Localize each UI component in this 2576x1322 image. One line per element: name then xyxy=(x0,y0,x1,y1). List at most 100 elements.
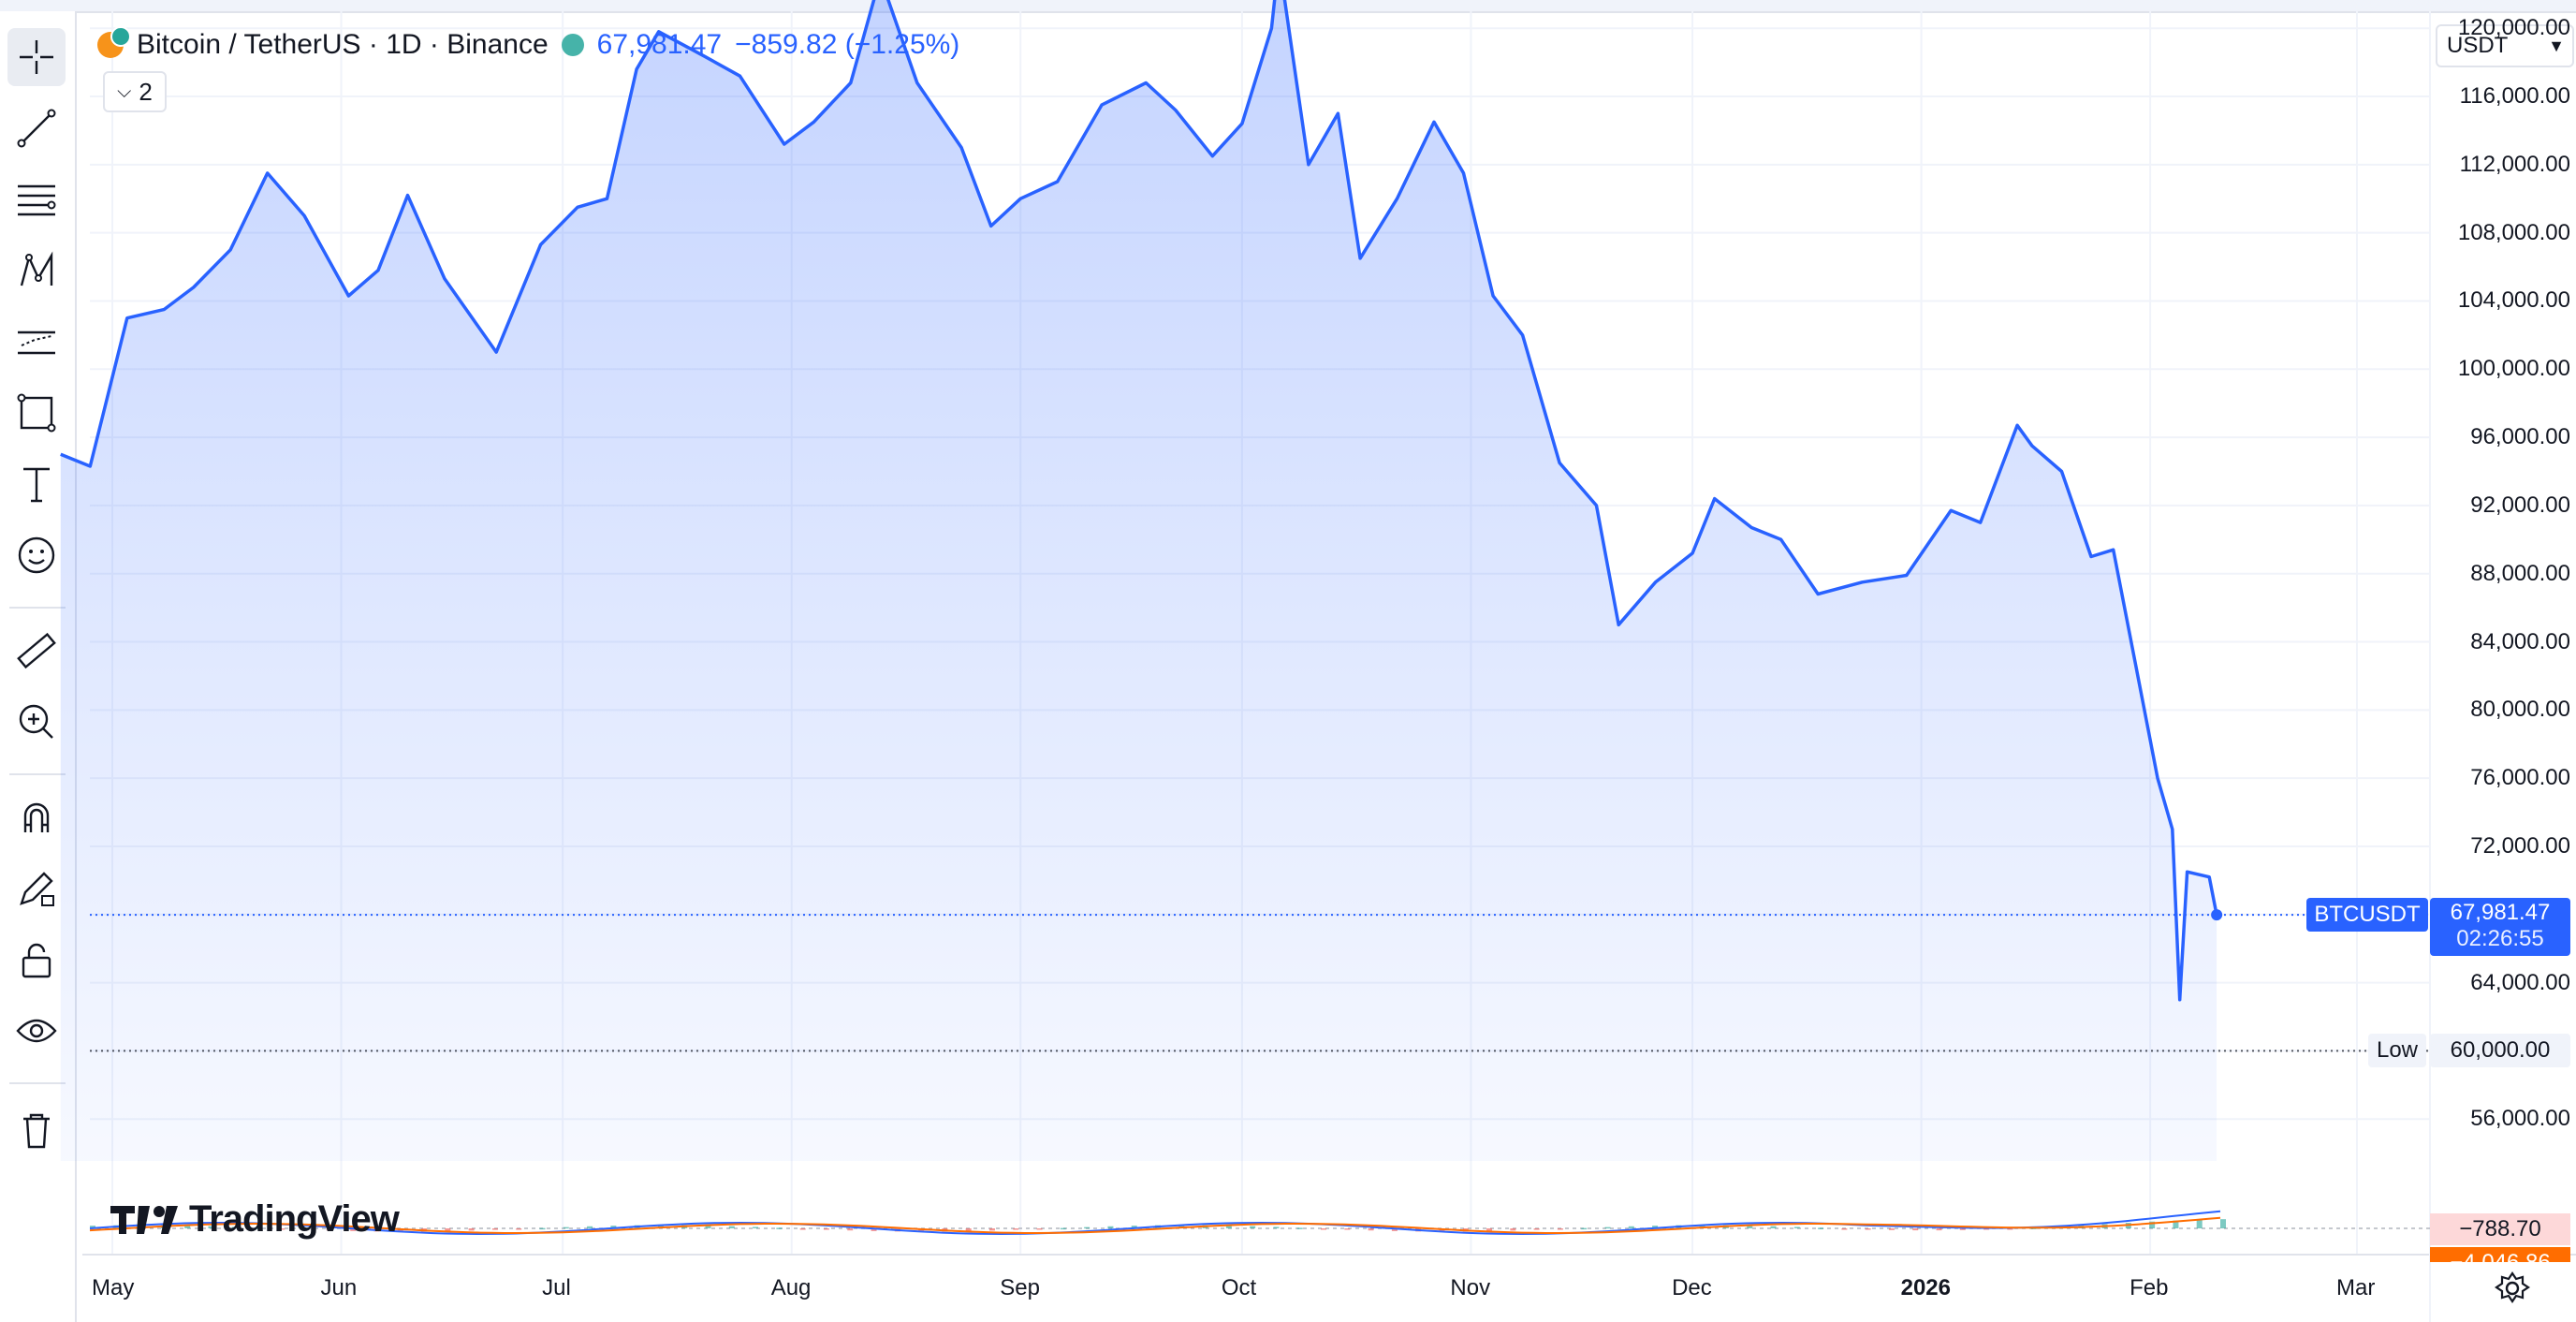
macd-histogram-bar xyxy=(1036,1228,1043,1230)
macd-histogram-bar xyxy=(871,1228,877,1231)
macd-histogram-bar xyxy=(1368,1228,1374,1231)
macd-histogram-bar xyxy=(302,1228,309,1230)
macd-histogram-bar xyxy=(1084,1227,1090,1229)
macd-line xyxy=(89,1210,2221,1236)
macd-histogram-bar xyxy=(1888,1228,1895,1230)
price-area xyxy=(60,0,2217,1161)
macd-histogram-bar xyxy=(1344,1228,1351,1230)
watermark-text: TradingView xyxy=(189,1198,400,1240)
macd-histogram-bar xyxy=(1296,1227,1303,1229)
price-axis-label: 104,000.00 xyxy=(2457,287,2570,314)
magnet-icon[interactable] xyxy=(7,788,66,846)
time-axis-label: Mar xyxy=(2336,1275,2376,1300)
macd-histogram-bar xyxy=(1652,1226,1659,1228)
price-axis-label: 96,000.00 xyxy=(2470,424,2570,450)
tradingview-logo-icon xyxy=(110,1205,178,1234)
trash-icon[interactable] xyxy=(7,1101,66,1159)
macd-histogram-bar xyxy=(776,1227,783,1229)
price-axis-label: 112,000.00 xyxy=(2459,151,2570,177)
macd-histogram-bar xyxy=(516,1228,522,1230)
price-axis-label: 92,000.00 xyxy=(2470,492,2570,518)
tradingview-watermark[interactable]: TradingView xyxy=(110,1198,400,1241)
low-price: 60,000.00 xyxy=(2430,1034,2570,1068)
price-axis-label: 72,000.00 xyxy=(2470,832,2570,859)
macd-pane xyxy=(89,1210,2430,1236)
time-axis-label: Jul xyxy=(542,1275,571,1300)
symbol-tag: BTCUSDT xyxy=(2306,898,2428,933)
macd-histogram-bar xyxy=(2196,1219,2203,1228)
macd-histogram-bar xyxy=(705,1225,711,1228)
macd-histogram-bar xyxy=(1604,1227,1611,1229)
macd-histogram-bar xyxy=(256,1227,262,1229)
time-axis-label: Sep xyxy=(1000,1275,1040,1300)
last-price-tag: 67,981.47 02:26:55 xyxy=(2430,898,2570,957)
macd-histogram-bar xyxy=(988,1228,995,1231)
forecast-icon[interactable] xyxy=(7,313,66,371)
pattern-icon[interactable] xyxy=(7,242,66,300)
macd-histogram-bar xyxy=(279,1228,285,1230)
price-axis-label: 64,000.00 xyxy=(2470,969,2570,995)
time-axis-label: Dec xyxy=(1672,1275,1712,1300)
macd-histogram-bar xyxy=(2149,1221,2156,1228)
time-axis-label: Feb xyxy=(2130,1275,2169,1300)
emoji-icon[interactable] xyxy=(7,526,66,584)
macd-value-1: −788.70 xyxy=(2430,1213,2570,1245)
macd-histogram-bar xyxy=(350,1228,357,1231)
shapes-icon[interactable] xyxy=(7,384,66,442)
symbol-legend[interactable]: Bitcoin / TetherUS · 1D · Binance 67,981… xyxy=(97,24,959,66)
lock-icon[interactable] xyxy=(7,931,66,989)
macd-histogram-bar xyxy=(1131,1226,1137,1228)
macd-histogram-bar xyxy=(468,1228,475,1231)
macd-histogram-bar xyxy=(90,1226,95,1228)
macd-histogram-bar xyxy=(445,1228,451,1232)
currency-select[interactable]: USDT ▼ xyxy=(2436,24,2574,67)
macd-histogram-bar xyxy=(753,1227,759,1228)
macd-histogram-bar xyxy=(1060,1227,1066,1230)
macd-histogram-bar xyxy=(610,1226,617,1228)
zoom-icon[interactable] xyxy=(7,693,66,751)
chevron-down-icon: ▼ xyxy=(2548,36,2565,55)
chevron-down-icon: ⌵ xyxy=(117,81,132,102)
lock-drawing-icon[interactable] xyxy=(7,859,66,918)
crosshair-icon[interactable] xyxy=(7,28,66,86)
gear-icon[interactable] xyxy=(2494,1270,2531,1307)
last-price-value: 67,981.47 xyxy=(2450,900,2551,926)
macd-histogram-bar xyxy=(1250,1226,1256,1228)
macd-signal-line xyxy=(89,1216,2221,1234)
fib-icon[interactable] xyxy=(7,170,66,228)
market-status-icon[interactable] xyxy=(561,34,584,56)
macd-histogram-bar xyxy=(1321,1228,1327,1230)
macd-histogram-bar xyxy=(1912,1228,1919,1231)
last-price-dot xyxy=(2211,909,2223,921)
macd-histogram-bar xyxy=(208,1226,214,1228)
indicators-toggle[interactable]: ⌵ 2 xyxy=(103,71,167,112)
macd-histogram-bar xyxy=(491,1228,498,1230)
macd-histogram-bar xyxy=(1486,1228,1493,1232)
eye-icon[interactable] xyxy=(7,1002,66,1060)
toolbar-divider xyxy=(9,1082,66,1084)
macd-histogram-bar xyxy=(184,1225,191,1228)
toolbar-divider xyxy=(9,773,66,775)
ruler-icon[interactable] xyxy=(7,622,66,680)
macd-histogram-bar xyxy=(1865,1228,1871,1230)
price-line xyxy=(60,0,2218,1002)
macd-histogram-bar xyxy=(1107,1226,1114,1228)
trendline-icon[interactable] xyxy=(7,99,66,157)
macd-histogram-bar xyxy=(2220,1219,2226,1228)
price-axis-label: 108,000.00 xyxy=(2457,219,2570,245)
toolbar-divider xyxy=(9,607,66,609)
text-icon[interactable] xyxy=(7,455,66,513)
symbol-title[interactable]: Bitcoin / TetherUS · 1D · Binance xyxy=(137,29,549,60)
macd-histogram-bar xyxy=(1225,1225,1232,1228)
macd-histogram-bar xyxy=(1818,1227,1824,1229)
macd-histogram-bar xyxy=(1793,1227,1800,1228)
price-axis-label: 116,000.00 xyxy=(2459,83,2570,109)
indicators-count: 2 xyxy=(139,77,153,106)
macd-histogram-bar xyxy=(965,1228,972,1232)
macd-histogram-bar xyxy=(1936,1228,1942,1231)
macd-histogram-bar xyxy=(1841,1228,1848,1230)
time-axis-label: 2026 xyxy=(1900,1275,1951,1300)
price-axis-label: 76,000.00 xyxy=(2470,765,2570,791)
change-legend: −859.82 (−1.25%) xyxy=(735,29,960,60)
